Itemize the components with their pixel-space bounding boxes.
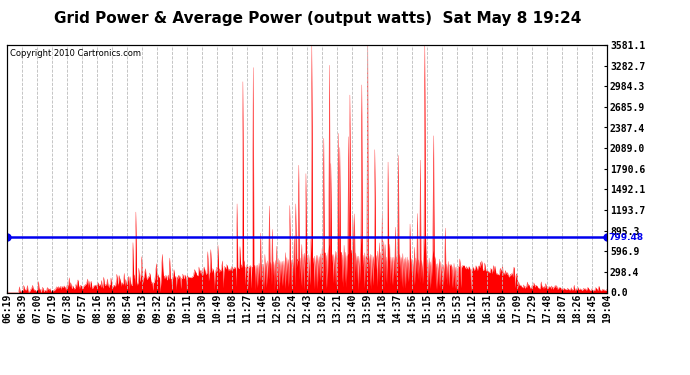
- Text: Grid Power & Average Power (output watts)  Sat May 8 19:24: Grid Power & Average Power (output watts…: [54, 11, 581, 26]
- Text: Copyright 2010 Cartronics.com: Copyright 2010 Cartronics.com: [10, 49, 141, 58]
- Text: 799.48: 799.48: [609, 233, 644, 242]
